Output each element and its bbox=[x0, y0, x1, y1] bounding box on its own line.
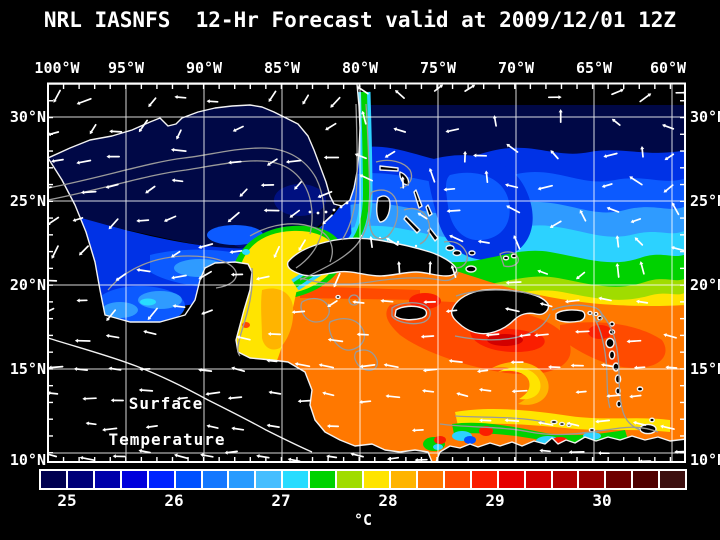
colorbar-cell bbox=[660, 471, 686, 488]
colorbar-cell bbox=[364, 471, 391, 488]
colorbar-cell bbox=[256, 471, 284, 488]
lat-label-right-30n: 30°N bbox=[690, 108, 720, 126]
colorbar-tick-26: 26 bbox=[164, 491, 184, 510]
colorbar-cell bbox=[337, 471, 365, 488]
colorbar-tick-30: 30 bbox=[592, 491, 612, 510]
lon-label-85w: 85°W bbox=[263, 59, 301, 77]
lon-label-70w: 70°W bbox=[497, 59, 535, 77]
colorbar-unit: °C bbox=[353, 511, 373, 529]
colorbar-cell bbox=[444, 471, 472, 488]
lon-label-80w: 80°W bbox=[341, 59, 379, 77]
lon-label-90w: 90°W bbox=[185, 59, 223, 77]
colorbar-cell bbox=[283, 471, 311, 488]
island-keys bbox=[308, 201, 418, 248]
colorbar-cell bbox=[633, 471, 661, 488]
colorbar-cell bbox=[94, 471, 122, 488]
colorbar-cell bbox=[417, 471, 445, 488]
lat-label-right-10n: 10°N bbox=[690, 451, 720, 469]
lon-label-60w: 60°W bbox=[649, 59, 687, 77]
colorbar-tick-28: 28 bbox=[378, 491, 398, 510]
colorbar-cell bbox=[41, 471, 68, 488]
colorbar-cell bbox=[67, 471, 95, 488]
lon-label-75w: 75°W bbox=[419, 59, 457, 77]
lat-label-left-10n: 10°N bbox=[9, 451, 46, 469]
colorbar-cell bbox=[229, 471, 257, 488]
colorbar-cell bbox=[579, 471, 607, 488]
lat-label-left-15n: 15°N bbox=[9, 360, 46, 378]
lat-label-right-20n: 20°N bbox=[690, 276, 720, 294]
field-label-line1: Surface bbox=[128, 394, 204, 413]
colorbar-tick-29: 29 bbox=[485, 491, 505, 510]
colorbar-cell bbox=[202, 471, 230, 488]
lat-label-right-25n: 25°N bbox=[690, 192, 720, 210]
colorbar-cell bbox=[471, 471, 499, 488]
lat-label-left-30n: 30°N bbox=[9, 108, 46, 126]
colorbar-cell bbox=[390, 471, 418, 488]
field-label-line2: Temperature bbox=[108, 430, 226, 449]
colorbar-cell bbox=[310, 471, 338, 488]
lon-label-95w: 95°W bbox=[107, 59, 145, 77]
colorbar-cell bbox=[525, 471, 553, 488]
pacific-coastline bbox=[49, 337, 313, 453]
lat-label-right-15n: 15°N bbox=[690, 360, 720, 378]
graticule bbox=[49, 84, 684, 461]
colorbar-cell bbox=[121, 471, 149, 488]
colorbar bbox=[39, 469, 687, 490]
colorbar-cell bbox=[175, 471, 203, 488]
colorbar-cell bbox=[606, 471, 634, 488]
figure-title: NRL IASNFS 12-Hr Forecast valid at 2009/… bbox=[43, 8, 677, 32]
colorbar-cell bbox=[552, 471, 580, 488]
lat-label-left-20n: 20°N bbox=[9, 276, 46, 294]
lon-label-100w: 100°W bbox=[34, 59, 80, 77]
lon-label-65w: 65°W bbox=[575, 59, 613, 77]
colorbar-tick-27: 27 bbox=[271, 491, 291, 510]
lat-label-left-25n: 25°N bbox=[9, 192, 46, 210]
colorbar-cell bbox=[148, 471, 176, 488]
map-frame bbox=[47, 82, 686, 463]
colorbar-cell bbox=[498, 471, 526, 488]
colorbar-tick-25: 25 bbox=[57, 491, 77, 510]
axis-ticks bbox=[48, 84, 685, 462]
current-vectors bbox=[49, 84, 684, 461]
